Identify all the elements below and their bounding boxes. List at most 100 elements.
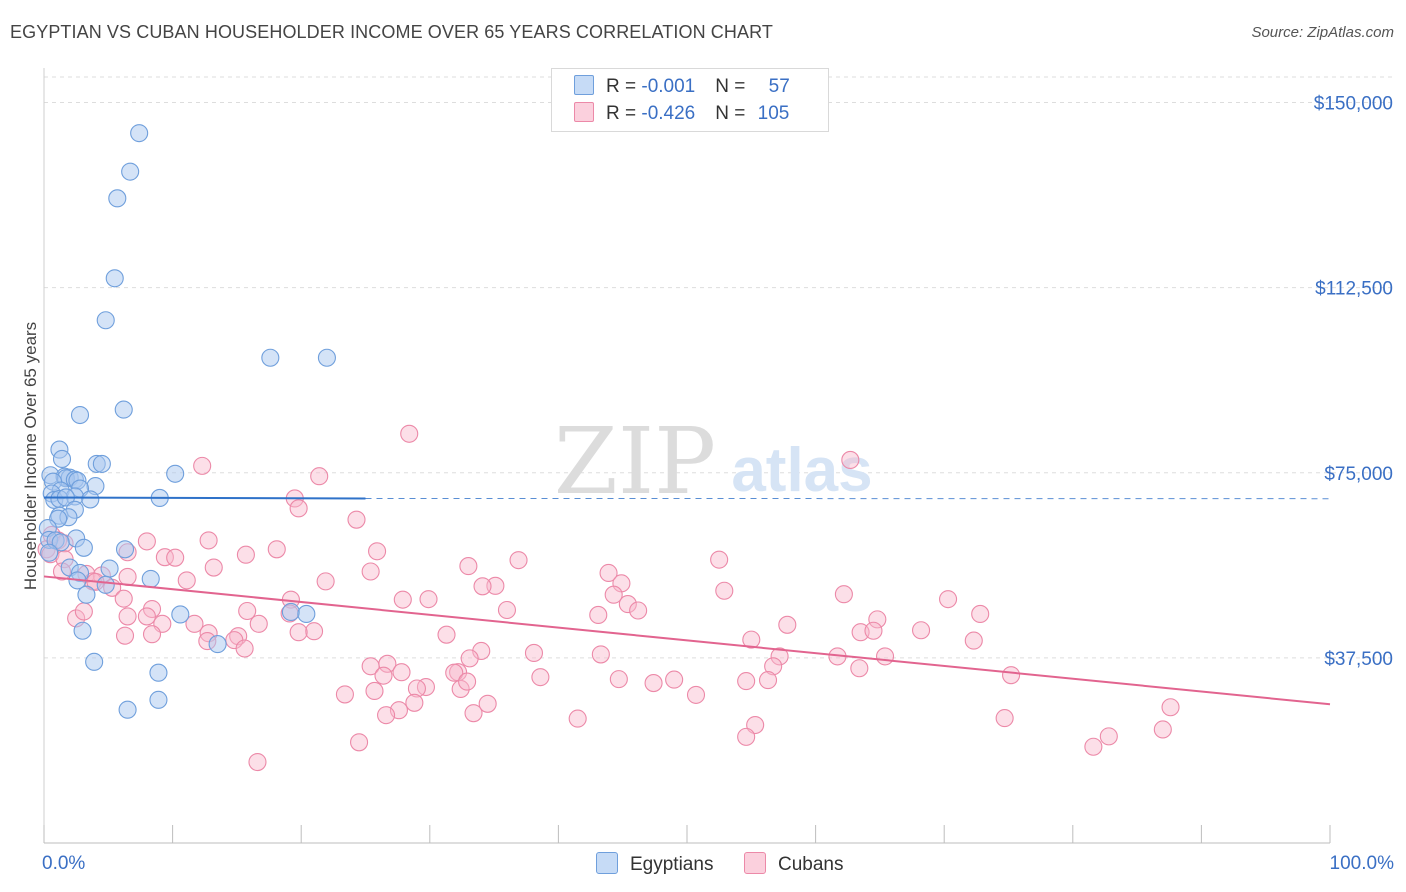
cuban-point	[368, 542, 387, 561]
cuban-point	[618, 595, 637, 614]
cubans-swatch	[574, 102, 594, 122]
source-label: Source: ZipAtlas.com	[1251, 24, 1394, 41]
cuban-point	[137, 607, 156, 626]
cuban-point	[458, 672, 477, 691]
legend-r-label: R =	[606, 76, 642, 97]
cuban-point	[393, 590, 412, 609]
cuban-point	[1002, 666, 1021, 685]
cuban-point	[497, 600, 517, 620]
cuban-point	[377, 706, 396, 725]
cuban-point	[604, 585, 623, 604]
cuban-point	[524, 643, 544, 663]
cuban-point	[249, 614, 268, 633]
egyptian-point	[85, 652, 104, 671]
cuban-point	[185, 614, 204, 633]
egyptian-point	[108, 189, 127, 208]
cuban-point	[864, 621, 883, 640]
cuban-point	[365, 681, 384, 701]
x-tick-label: 0.0%	[42, 853, 85, 874]
egyptian-point	[130, 124, 149, 143]
cuban-point	[710, 550, 729, 569]
cuban-point	[374, 666, 393, 685]
egyptian-point	[171, 605, 190, 624]
legend-n-value: 57	[768, 76, 790, 97]
cuban-point	[644, 674, 663, 693]
watermark-zip: ZIP	[554, 408, 716, 515]
correlation-legend: R = -0.001 N = 57 R = -0.426 N = 105	[551, 68, 829, 132]
cuban-point	[419, 590, 438, 609]
cuban-point	[629, 601, 648, 620]
egyptians-legend-swatch	[596, 852, 618, 874]
cubans-trend-line	[43, 575, 1331, 706]
egyptian-point	[317, 348, 336, 367]
cuban-point	[460, 649, 479, 668]
legend-n-label: N =	[715, 76, 751, 97]
cuban-point	[177, 571, 196, 590]
chart-title: EGYPTIAN VS CUBAN HOUSEHOLDER INCOME OVE…	[10, 22, 773, 42]
trend-lines	[43, 496, 1331, 706]
cuban-point	[235, 639, 254, 658]
cuban-point	[834, 585, 853, 604]
cuban-point	[868, 610, 887, 629]
egyptian-point	[81, 490, 100, 509]
egyptian-point	[96, 575, 115, 594]
egyptian-point	[281, 602, 300, 622]
legend-row-egyptians: R = -0.001 N = 57	[574, 75, 790, 99]
cuban-point	[335, 685, 354, 704]
egyptian-point	[77, 585, 96, 604]
cuban-point	[875, 647, 895, 666]
cuban-point	[289, 499, 308, 518]
cuban-point	[464, 704, 483, 723]
axis-labels: $37,500 $75,000 $112,500 $150,000 0.0% 100.0%…	[21, 94, 1394, 874]
cuban-point	[841, 450, 860, 469]
egyptian-point	[118, 700, 137, 719]
cuban-point	[204, 558, 223, 577]
cuban-point	[74, 602, 93, 621]
cuban-point	[361, 562, 380, 581]
cuban-point	[589, 605, 608, 624]
egyptian-point	[105, 269, 124, 288]
bottom-legend-cubans: Cubans	[744, 852, 844, 876]
cuban-point	[350, 733, 369, 752]
cuban-point	[416, 677, 435, 697]
egyptian-point	[166, 464, 185, 483]
x-tick-label: 100.0%	[1330, 853, 1395, 874]
cuban-point	[238, 601, 257, 621]
cuban-point	[405, 693, 424, 712]
cuban-point	[451, 679, 470, 699]
cuban-point	[715, 581, 734, 600]
egyptian-point	[96, 311, 115, 330]
egyptian-point	[70, 405, 90, 425]
egyptian-point	[297, 604, 316, 624]
legend-n-value: 105	[757, 103, 790, 124]
cuban-point	[964, 631, 983, 650]
egyptians-legend-label: Egyptians	[630, 854, 714, 875]
egyptian-point	[149, 663, 168, 682]
egyptian-point	[100, 559, 119, 578]
egyptian-point	[141, 569, 160, 588]
egyptian-point	[208, 635, 227, 654]
cuban-point	[995, 709, 1014, 728]
egyptian-point	[73, 621, 92, 640]
cuban-point	[568, 709, 587, 728]
cuban-point	[531, 668, 550, 687]
y-tick-label: $75,000	[1324, 464, 1393, 485]
legend-r-label: R =	[606, 103, 642, 124]
cuban-point	[778, 615, 797, 634]
cuban-point	[199, 531, 218, 550]
cuban-point	[316, 572, 335, 591]
cubans-legend-label: Cubans	[778, 854, 844, 875]
y-tick-label: $112,500	[1315, 279, 1393, 300]
cuban-point	[118, 607, 137, 626]
cuban-point	[478, 694, 497, 713]
cuban-point	[609, 670, 628, 689]
cuban-point	[400, 424, 419, 443]
egyptian-point	[51, 533, 70, 552]
cuban-point	[115, 626, 135, 645]
cuban-point	[193, 456, 212, 475]
cuban-point	[289, 623, 308, 642]
y-tick-label: $150,000	[1314, 94, 1393, 115]
legend-r-value: -0.426	[641, 103, 696, 124]
cuban-point	[155, 548, 174, 567]
